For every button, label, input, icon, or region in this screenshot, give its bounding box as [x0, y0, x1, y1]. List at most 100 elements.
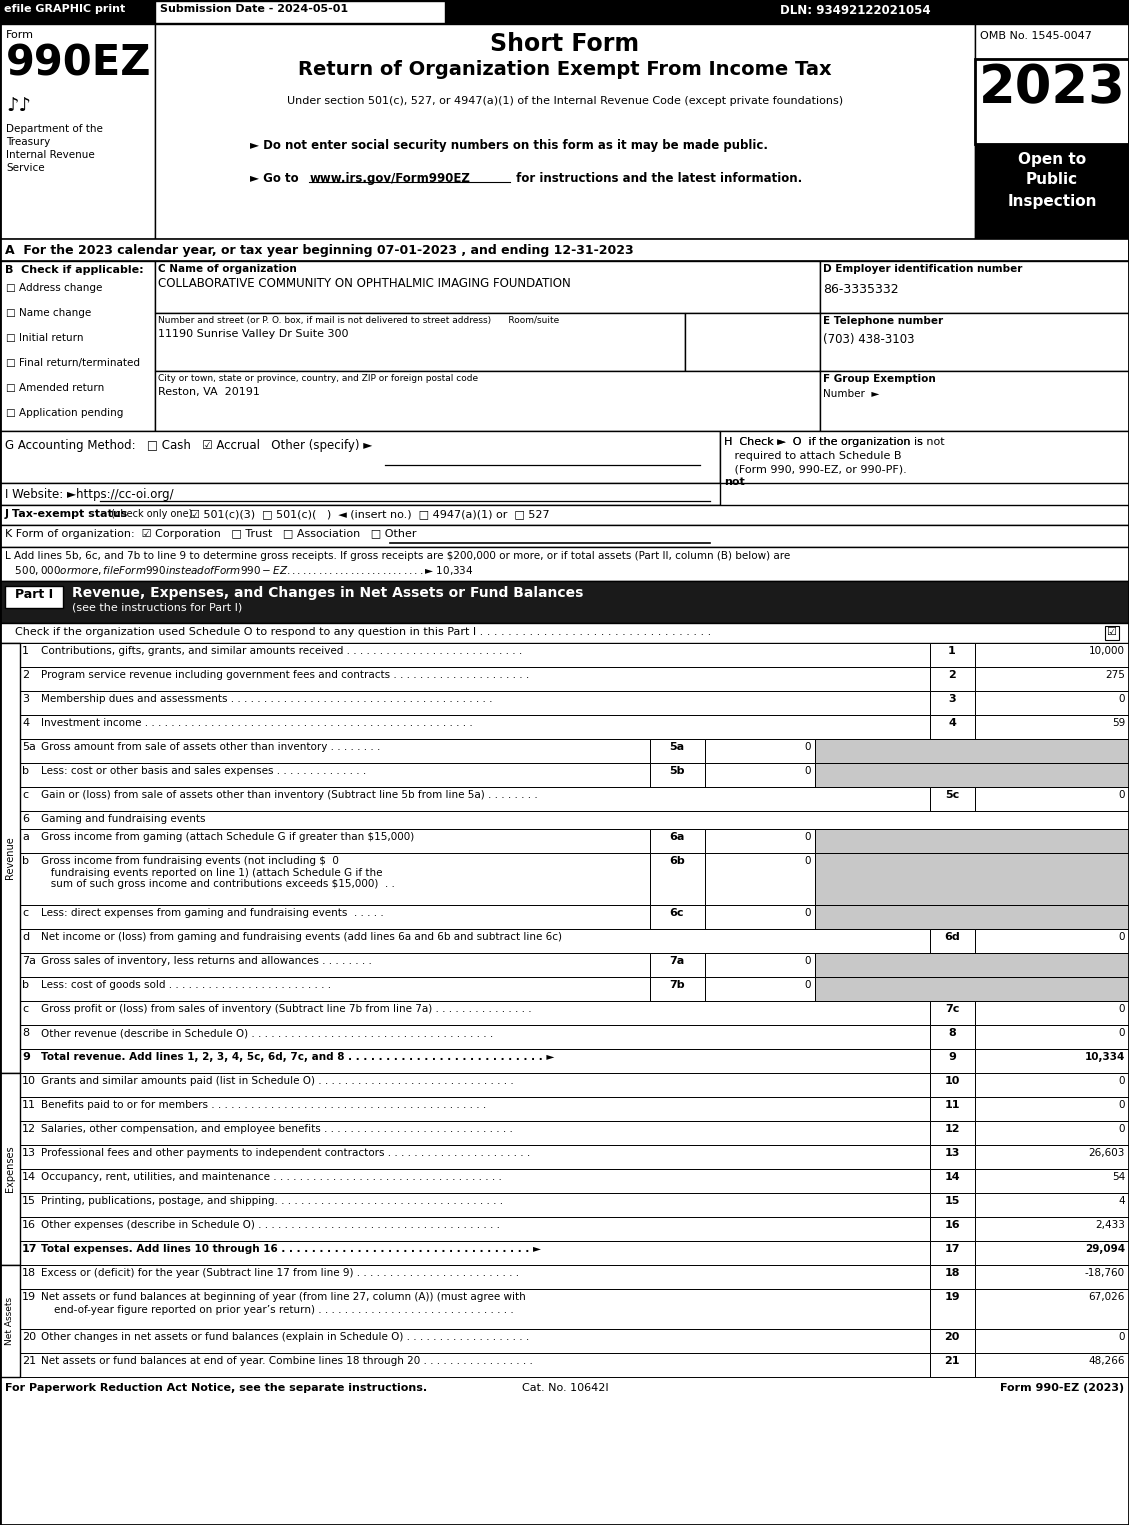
Text: 19: 19	[21, 1292, 36, 1302]
Text: 6b: 6b	[669, 856, 685, 866]
Bar	[704, 830, 815, 852]
Text: Professional fees and other payments to independent contractors . . . . . . . . : Professional fees and other payments to …	[41, 1148, 531, 1157]
Text: 14: 14	[21, 1173, 36, 1182]
Bar	[685, 313, 820, 371]
Text: Check if the organization used Schedule O to respond to any question in this Par: Check if the organization used Schedule …	[15, 627, 711, 637]
Text: C Name of organization: C Name of organization	[158, 264, 297, 274]
Text: 26,603: 26,603	[1088, 1148, 1124, 1157]
Bar	[975, 1000, 1129, 1025]
Bar	[975, 691, 1129, 715]
Bar	[650, 740, 704, 762]
Bar	[815, 904, 1129, 929]
Text: 0: 0	[1119, 1124, 1124, 1135]
Text: 12: 12	[944, 1124, 960, 1135]
Text: Under section 501(c), 527, or 4947(a)(1) of the Internal Revenue Code (except pr: Under section 501(c), 527, or 4947(a)(1)…	[287, 96, 843, 107]
Bar	[930, 1353, 975, 1377]
Text: 17: 17	[21, 1244, 37, 1254]
Bar	[20, 852, 650, 904]
Text: Gross income from fundraising events (not including $  0
   fundraising events r: Gross income from fundraising events (no…	[41, 856, 395, 889]
Bar	[20, 953, 650, 978]
Text: 86-3335332: 86-3335332	[823, 284, 899, 296]
Text: □ Initial return: □ Initial return	[6, 332, 84, 343]
Text: (Form 990, 990-EZ, or 990-PF).: (Form 990, 990-EZ, or 990-PF).	[724, 465, 907, 474]
Bar	[975, 1266, 1129, 1289]
Text: Gross profit or (loss) from sales of inventory (Subtract line 7b from line 7a) .: Gross profit or (loss) from sales of inv…	[41, 1003, 532, 1014]
Text: G Accounting Method:   □ Cash   ☑ Accrual   Other (specify) ►: G Accounting Method: □ Cash ☑ Accrual Ot…	[5, 439, 373, 451]
Text: 8: 8	[21, 1028, 29, 1039]
Bar	[20, 1000, 930, 1025]
Text: Department of the: Department of the	[6, 124, 103, 134]
Bar	[930, 1096, 975, 1121]
Text: 2,433: 2,433	[1095, 1220, 1124, 1231]
Text: H  Check ►  O  if the organization is not: H Check ► O if the organization is not	[724, 438, 945, 447]
Bar	[650, 904, 704, 929]
Bar	[0, 1266, 20, 1377]
Text: 1: 1	[948, 647, 956, 656]
Text: Other expenses (describe in Schedule O) . . . . . . . . . . . . . . . . . . . . : Other expenses (describe in Schedule O) …	[41, 1220, 500, 1231]
Bar	[930, 1145, 975, 1170]
Text: 10,334: 10,334	[1085, 1052, 1124, 1061]
Text: B  Check if applicable:: B Check if applicable:	[5, 265, 143, 274]
Bar	[975, 929, 1129, 953]
Text: 20: 20	[21, 1331, 36, 1342]
Text: 3: 3	[948, 694, 956, 705]
Bar	[20, 715, 930, 740]
Text: 14: 14	[944, 1173, 960, 1182]
Bar	[20, 1145, 930, 1170]
Text: 17: 17	[944, 1244, 960, 1254]
Text: Other changes in net assets or fund balances (explain in Schedule O) . . . . . .: Other changes in net assets or fund bala…	[41, 1331, 530, 1342]
Bar	[975, 59, 1129, 143]
Text: 10: 10	[944, 1077, 960, 1086]
Text: 0: 0	[1119, 932, 1124, 942]
Bar	[930, 787, 975, 811]
Text: Internal Revenue: Internal Revenue	[6, 149, 95, 160]
Text: Form 990-EZ (2023): Form 990-EZ (2023)	[1000, 1383, 1124, 1392]
Text: Revenue: Revenue	[5, 837, 15, 880]
Bar	[0, 239, 1129, 261]
Bar	[650, 852, 704, 904]
Text: Revenue, Expenses, and Changes in Net Assets or Fund Balances: Revenue, Expenses, and Changes in Net As…	[72, 586, 584, 599]
Bar	[20, 1328, 930, 1353]
Bar	[20, 691, 930, 715]
Text: 0: 0	[1119, 694, 1124, 705]
Text: □ Name change: □ Name change	[6, 308, 91, 319]
Text: 18: 18	[21, 1267, 36, 1278]
Text: end-of-year figure reported on prior year’s return) . . . . . . . . . . . . . . : end-of-year figure reported on prior yea…	[41, 1305, 514, 1315]
Text: 5a: 5a	[21, 743, 36, 752]
Bar	[930, 1328, 975, 1353]
Text: Short Form: Short Form	[490, 32, 639, 56]
Text: Excess or (deficit) for the year (Subtract line 17 from line 9) . . . . . . . . : Excess or (deficit) for the year (Subtra…	[41, 1267, 519, 1278]
Bar	[704, 904, 815, 929]
Text: Gain or (loss) from sale of assets other than inventory (Subtract line 5b from l: Gain or (loss) from sale of assets other…	[41, 790, 537, 801]
Text: 20: 20	[944, 1331, 960, 1342]
Bar	[5, 586, 63, 608]
Text: Gross income from gaming (attach Schedule G if greater than $15,000): Gross income from gaming (attach Schedul…	[41, 833, 414, 842]
Text: 0: 0	[805, 981, 811, 990]
Bar	[975, 1193, 1129, 1217]
Bar	[820, 371, 1129, 432]
Text: 6a: 6a	[669, 833, 684, 842]
Bar	[155, 371, 820, 432]
Text: 7a: 7a	[669, 956, 684, 965]
Text: 59: 59	[1112, 718, 1124, 727]
Text: ► Go to: ► Go to	[250, 172, 303, 185]
Text: 4: 4	[21, 718, 29, 727]
Bar	[815, 978, 1129, 1000]
Text: required to attach Schedule B: required to attach Schedule B	[724, 451, 901, 461]
Text: ☑ 501(c)(3)  □ 501(c)(   )  ◄ (insert no.)  □ 4947(a)(1) or  □ 527: ☑ 501(c)(3) □ 501(c)( ) ◄ (insert no.) □…	[190, 509, 550, 518]
Text: For Paperwork Reduction Act Notice, see the separate instructions.: For Paperwork Reduction Act Notice, see …	[5, 1383, 427, 1392]
Text: □ Final return/terminated: □ Final return/terminated	[6, 358, 140, 368]
Bar	[0, 24, 155, 239]
Bar	[815, 762, 1129, 787]
Text: -18,760: -18,760	[1085, 1267, 1124, 1278]
Bar	[20, 1074, 930, 1096]
Bar	[650, 953, 704, 978]
Bar	[720, 432, 1129, 483]
Text: 13: 13	[944, 1148, 960, 1157]
Text: (see the instructions for Part I): (see the instructions for Part I)	[72, 602, 243, 613]
Bar	[975, 1049, 1129, 1074]
Bar	[20, 787, 930, 811]
Bar	[20, 929, 930, 953]
Bar	[930, 1025, 975, 1049]
Text: Number and street (or P. O. box, if mail is not delivered to street address)    : Number and street (or P. O. box, if mail…	[158, 316, 559, 325]
